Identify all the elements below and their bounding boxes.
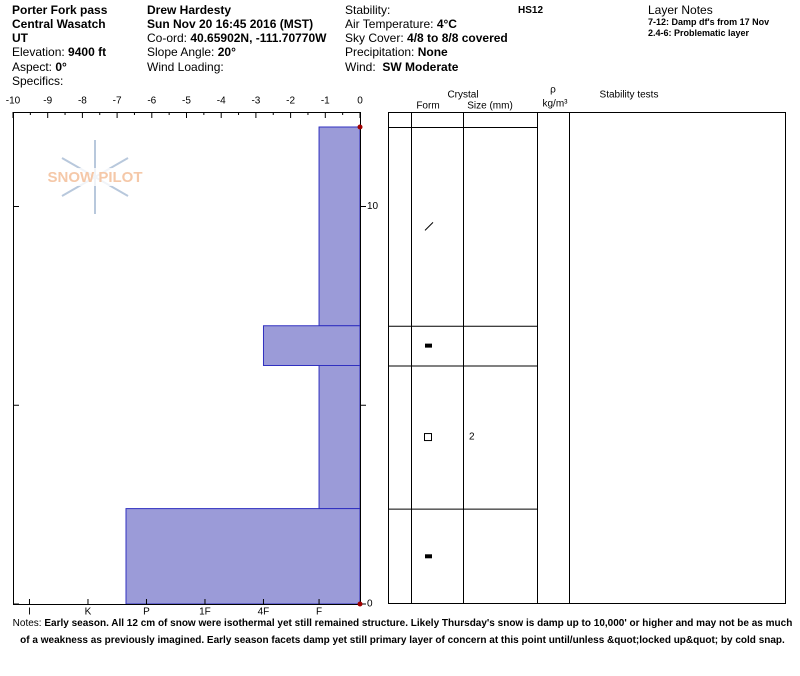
notes-text: Early season. All 12 cm of snow were iso… [20, 618, 793, 646]
label: Slope Angle: [147, 45, 215, 59]
end-marker [357, 124, 363, 130]
hs: HS12 [518, 5, 544, 16]
x-tick-label: -3 [251, 96, 260, 107]
value: None [417, 45, 448, 59]
x-tick-label: -2 [286, 96, 295, 107]
stability: Stability: [345, 3, 391, 17]
form-icon [424, 433, 432, 442]
form-icon [425, 554, 432, 559]
crystal-size: 2 [469, 432, 475, 443]
logo-bg [35, 168, 155, 186]
precip: Precipitation: None [345, 45, 448, 59]
elevation: Elevation: 9400 ft [12, 45, 106, 59]
value: 0° [55, 60, 67, 74]
x-tick-label: -6 [147, 96, 156, 107]
hardness-label: K [85, 607, 92, 618]
value: 20° [217, 45, 236, 59]
notes-label: Notes: [12, 618, 42, 629]
layer-note: 2.4-6: Problematic layer [648, 28, 750, 38]
slope: Slope Angle: 20° [147, 45, 236, 59]
header: Crystal [447, 90, 478, 101]
end-marker [357, 601, 363, 607]
y-tick-label: 10 [367, 201, 379, 212]
value: 4/8 to 8/8 covered [407, 31, 508, 45]
value: 4°C [436, 17, 457, 31]
header: Form [416, 101, 439, 112]
layer-notes-title: Layer Notes [648, 3, 713, 17]
hardness-label: 4F [258, 607, 270, 618]
hardness-bar [125, 508, 361, 605]
logo-text: SNOW PILOT [48, 169, 143, 186]
air-temp: Air Temperature: 4°C [345, 17, 457, 31]
x-tick-label: -9 [43, 96, 52, 107]
notes: Notes: Early season. All 12 cm of snow w… [10, 615, 795, 649]
value: 40.65902N, -111.70770W [190, 31, 327, 45]
hardness-label: F [316, 607, 322, 618]
label: Wind: [345, 60, 376, 74]
date: Sun Nov 20 16:45 2016 (MST) [147, 17, 314, 31]
form-icon [425, 343, 432, 348]
header: Stability tests [600, 90, 659, 101]
wind-loading: Wind Loading: [147, 60, 224, 74]
state: UT [12, 31, 28, 45]
label: Aspect: [12, 60, 53, 74]
header: ρ [550, 85, 556, 96]
y-tick-label: 0 [367, 599, 373, 610]
location: Porter Fork pass [12, 3, 108, 17]
coord: Co-ord: 40.65902N, -111.70770W [147, 31, 326, 45]
header: Size (mm) [467, 101, 513, 112]
x-tick-label: -8 [78, 96, 87, 107]
x-tick-label: -7 [113, 96, 122, 107]
label: Precipitation: [345, 45, 415, 59]
hardness-label: I [28, 607, 31, 618]
x-tick-label: 0 [357, 96, 363, 107]
wind: Wind: SW Moderate [345, 60, 458, 74]
hardness-bar [318, 365, 361, 510]
table-frame [388, 112, 786, 604]
form-icon [424, 222, 434, 231]
hardness-bar [262, 325, 361, 366]
label: Sky Cover: [345, 31, 404, 45]
value: SW Moderate [382, 60, 459, 74]
x-tick-label: -4 [217, 96, 226, 107]
layer-note: 7-12: Damp df's from 17 Nov [648, 17, 770, 27]
aspect: Aspect: 0° [12, 60, 67, 74]
specifics: Specifics: [12, 74, 64, 88]
x-tick-label: -10 [6, 96, 21, 107]
hardness-label: P [143, 607, 150, 618]
x-tick-label: -1 [321, 96, 330, 107]
observer: Drew Hardesty [147, 3, 232, 17]
label: Co-ord: [147, 31, 188, 45]
range: Central Wasatch [12, 17, 106, 31]
label: Elevation: [12, 45, 65, 59]
hardness-bar [318, 126, 361, 327]
label: Air Temperature: [345, 17, 434, 31]
sky: Sky Cover: 4/8 to 8/8 covered [345, 31, 508, 45]
value: 9400 ft [68, 45, 107, 59]
header: kg/m³ [543, 99, 569, 110]
x-tick-label: -5 [182, 96, 191, 107]
hardness-label: 1F [199, 607, 211, 618]
